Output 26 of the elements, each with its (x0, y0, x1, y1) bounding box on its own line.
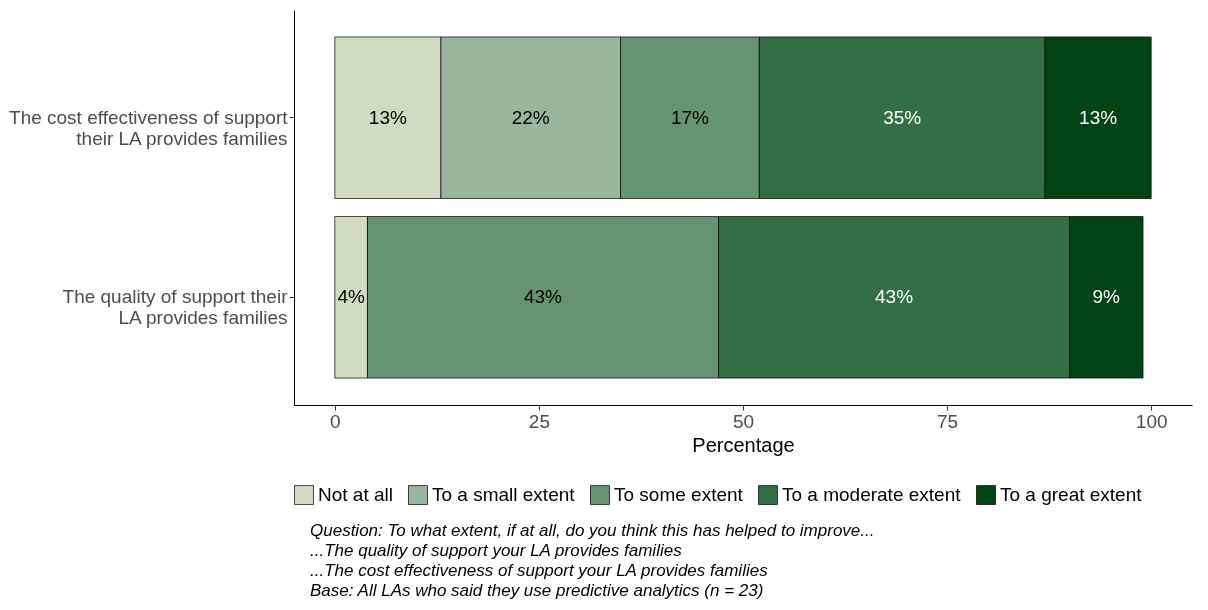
legend-label: To a small extent (432, 484, 576, 506)
x-tick-label: 50 (732, 410, 755, 432)
data-label: 13% (368, 106, 407, 128)
x-axis-title: Percentage (692, 433, 795, 456)
y-tick-label: The quality of support their LA provides families (62, 286, 289, 329)
data-label: 17% (670, 106, 710, 128)
data-label: 4% (337, 286, 365, 308)
x-tick-label: 0 (330, 410, 341, 432)
text: ...The cost effectiveness of support your LA provides families (310, 561, 769, 581)
legend-label: To a moderate extent (782, 484, 962, 506)
x-tick-label: 100 (1135, 410, 1168, 432)
text: Base: All LAs who said they use predictive analytics (n = 23) (310, 581, 765, 601)
data-label: 22% (511, 106, 550, 128)
text: Question: To what extent, if at all, do you think this has helped to improve... (310, 521, 875, 541)
data-label: 35% (883, 106, 922, 128)
data-label: 43% (523, 286, 563, 308)
legend-label: To a great extent (1000, 484, 1143, 506)
data-label: 9% (1092, 286, 1121, 308)
x-tick-label: 75 (937, 410, 959, 432)
data-label: 43% (875, 286, 914, 308)
y-tick-label: The cost effectiveness of support their LA provides families (9, 106, 289, 149)
legend-label: Not at all (318, 484, 393, 506)
x-tick-label: 25 (528, 410, 550, 432)
text: ...The quality of support your LA provides families (310, 541, 683, 561)
legend-label: To some extent (614, 484, 744, 506)
data-label: 13% (1079, 106, 1118, 128)
